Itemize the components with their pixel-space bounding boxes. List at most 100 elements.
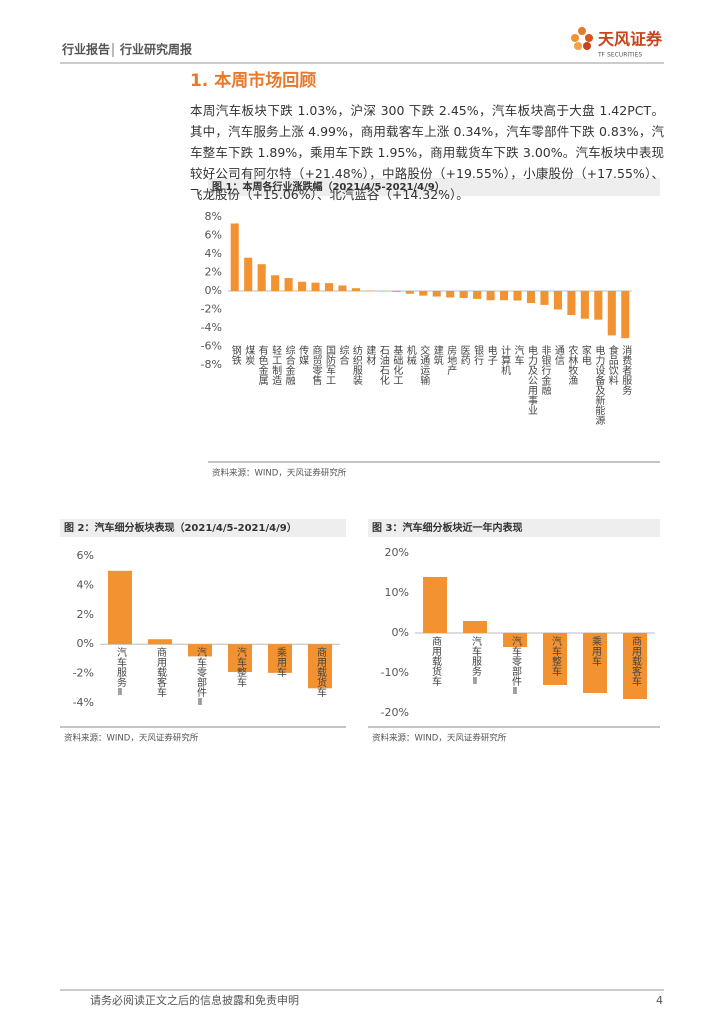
bar <box>583 633 607 693</box>
section-title: 1. 本周市场回顾 <box>190 70 316 91</box>
x-tick-label: 商用载货车 <box>315 646 327 698</box>
bar <box>338 285 347 291</box>
y-tick-label: 4% <box>205 247 222 260</box>
paragraph: 本周汽车板块下跌 1.03%，沪深 300 下跌 2.45%，汽车板块高于大盘 … <box>190 103 664 202</box>
x-tick-label: 基础化工 <box>391 344 403 385</box>
bar <box>486 291 495 301</box>
x-tick-label: 国防军工 <box>324 345 336 385</box>
bar <box>257 264 266 291</box>
bar <box>284 278 293 291</box>
bar <box>351 288 360 291</box>
x-tick-label: 汽车零部件Ⅱ <box>195 646 207 708</box>
y-tick-label: 2% <box>77 608 94 621</box>
y-tick-label: -2% <box>73 667 94 680</box>
x-tick-label: 计算机 <box>499 344 511 376</box>
bar <box>419 291 428 296</box>
x-tick-label: 农林牧渔 <box>566 344 578 386</box>
source: 资料来源：WIND，天风证券研究所 <box>64 733 199 744</box>
y-tick-label: 2% <box>205 266 222 279</box>
bar <box>432 291 441 297</box>
brand-en: TF SECURITIES <box>597 52 642 59</box>
x-tick-label: 银行 <box>472 344 484 366</box>
bar <box>621 291 630 339</box>
logo <box>571 27 593 50</box>
x-tick-label: 电力设备及新能源 <box>593 344 605 426</box>
bar <box>188 644 212 657</box>
figure-title: 图 1：本周各行业涨跌幅（2021/4/5-2021/4/9） <box>212 180 445 193</box>
x-tick-label: 交通运输 <box>418 344 430 386</box>
bar <box>473 291 482 299</box>
y-tick-label: 8% <box>205 210 222 223</box>
y-tick-label: 20% <box>385 546 409 559</box>
y-tick-label: 0% <box>205 284 222 297</box>
x-tick-label: 房地产 <box>445 344 457 376</box>
y-tick-label: -6% <box>201 340 222 353</box>
x-tick-label: 机械 <box>404 344 416 366</box>
bar <box>567 291 576 316</box>
x-tick-label: 钢铁 <box>229 344 241 366</box>
x-tick-label: 乘用车 <box>275 647 287 678</box>
bar <box>526 291 536 304</box>
x-tick-label: 煤炭 <box>243 344 255 366</box>
bar <box>503 633 527 647</box>
y-tick-label: 6% <box>205 229 222 242</box>
y-tick-label: -4% <box>73 696 94 709</box>
y-tick-label: 10% <box>385 586 409 599</box>
page-number: 4 <box>656 994 663 1007</box>
x-tick-label: 综合金融 <box>283 344 295 386</box>
brand: 天风证券 <box>598 30 663 49</box>
y-tick-label: 4% <box>77 578 94 591</box>
bar <box>553 291 562 310</box>
x-tick-label: 家电 <box>579 344 591 365</box>
bar <box>594 291 603 320</box>
report-series: 行业研究周报 <box>119 42 192 57</box>
x-tick-label: 建材 <box>364 344 376 365</box>
bar <box>298 281 307 291</box>
bar <box>607 291 616 336</box>
x-tick-label: 商贸零售 <box>310 344 322 386</box>
x-tick-label: 乘用车 <box>590 636 602 667</box>
y-tick-label: -10% <box>381 666 409 679</box>
y-tick-label: 0% <box>77 637 94 650</box>
x-tick-label: 汽车 <box>512 344 524 366</box>
x-tick-label: 商用载客车 <box>630 635 642 687</box>
bar <box>244 257 253 291</box>
x-tick-label: 商用载货车 <box>430 635 442 687</box>
bar <box>108 570 132 645</box>
x-tick-label: 汽车零部件Ⅱ <box>510 635 522 697</box>
bar <box>463 621 487 633</box>
x-tick-label: 汽车整车 <box>235 646 247 688</box>
figure-title-bg <box>208 178 660 196</box>
x-tick-label: 综合 <box>337 344 349 366</box>
bar <box>543 633 567 685</box>
bar <box>311 282 320 291</box>
x-tick-label: 石油石化 <box>377 345 389 385</box>
x-tick-label: 通信 <box>552 345 564 366</box>
bar <box>623 633 647 699</box>
figure-title: 图 3：汽车细分板块近一年内表现 <box>372 521 522 534</box>
x-tick-label: 电子 <box>485 344 497 365</box>
bar <box>459 291 468 298</box>
bar <box>405 291 414 294</box>
x-tick-label: 商用载客车 <box>155 646 167 698</box>
bar <box>148 639 172 645</box>
bar <box>446 291 455 298</box>
bar <box>513 291 522 301</box>
bar <box>324 283 334 291</box>
x-tick-label: 传媒 <box>297 345 309 366</box>
x-tick-label: 建筑 <box>431 344 443 365</box>
bar <box>580 291 589 319</box>
y-tick-label: 0% <box>392 626 409 639</box>
figure-title-bg <box>368 519 660 537</box>
x-tick-label: 汽车服务Ⅱ <box>115 646 127 698</box>
y-tick-label: -20% <box>381 706 409 719</box>
bar <box>540 291 549 305</box>
figure-title-bg <box>60 519 346 537</box>
bar <box>268 644 292 673</box>
y-tick-label: -8% <box>201 358 222 371</box>
bar <box>423 577 447 633</box>
bar <box>308 644 332 689</box>
source: 资料来源：WIND，天风证券研究所 <box>372 733 507 744</box>
